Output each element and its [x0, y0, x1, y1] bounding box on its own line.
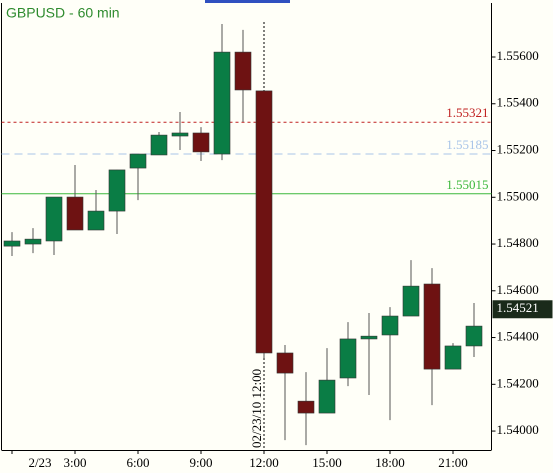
- candle-body: [444, 345, 462, 370]
- level-label: 1.55321: [446, 105, 488, 120]
- x-tick-label: 3:00: [63, 455, 86, 470]
- candle-body: [381, 315, 399, 336]
- y-tick-label: 1.54400: [497, 329, 539, 344]
- x-tick-label: 6:00: [126, 455, 149, 470]
- x-tick-label: 21:00: [438, 455, 468, 470]
- last-price-label: 1.54521: [497, 300, 539, 315]
- candle-body: [213, 51, 231, 155]
- x-tick-label: 9:00: [189, 455, 212, 470]
- candle-body: [171, 132, 189, 137]
- last-price-box: [492, 300, 553, 319]
- candle-body: [45, 196, 63, 242]
- level-label: 1.55015: [446, 177, 488, 192]
- x-tick-label: 18:00: [375, 455, 405, 470]
- candle-body: [402, 285, 420, 317]
- candle-body: [129, 153, 147, 169]
- y-tick-label: 1.55600: [497, 48, 539, 63]
- candle-body: [423, 283, 441, 370]
- y-tick-label: 1.55000: [497, 188, 539, 203]
- y-tick-label: 1.54800: [497, 235, 539, 250]
- y-tick-label: 1.54200: [497, 375, 539, 390]
- candle-body: [150, 134, 168, 156]
- level-label: 1.55185: [446, 137, 488, 152]
- y-tick-label: 1.55200: [497, 142, 539, 157]
- candle-body: [108, 169, 126, 212]
- candle-body: [465, 325, 483, 347]
- candle-body: [360, 335, 378, 340]
- candle-body: [318, 379, 336, 414]
- candle-body: [24, 238, 42, 245]
- candle-body: [66, 196, 84, 231]
- x-tick-label: 15:00: [312, 455, 342, 470]
- candle-body: [234, 51, 252, 91]
- chart-title: GBPUSD - 60 min: [6, 5, 120, 21]
- tab-strip: [205, 0, 290, 3]
- candle-body: [3, 240, 21, 247]
- x-tick-label: 12:00: [249, 455, 279, 470]
- candle-body: [255, 90, 273, 354]
- candle-body: [297, 400, 315, 414]
- y-tick-label: 1.54000: [497, 422, 539, 437]
- y-tick-label: 1.54600: [497, 282, 539, 297]
- crosshair-label: 02/23/10 12:00: [249, 369, 264, 448]
- candle-body: [276, 352, 294, 374]
- candle-body: [87, 210, 105, 231]
- candle-body: [192, 132, 210, 153]
- candle-body: [339, 338, 357, 379]
- x-tick-label: 2/23: [28, 455, 51, 470]
- y-tick-label: 1.55400: [497, 95, 539, 110]
